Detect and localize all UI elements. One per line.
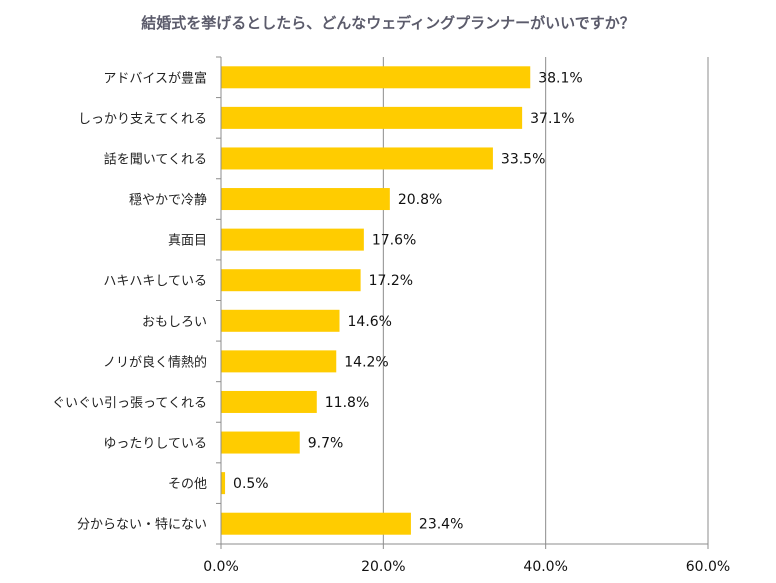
category-label: ぐいぐい引っ張ってくれる <box>52 396 207 411</box>
category-label: 真面目 <box>168 234 207 249</box>
value-label: 37.1% <box>530 111 574 127</box>
value-label: 17.2% <box>369 273 413 289</box>
x-tick-label: 20.0% <box>361 559 405 575</box>
category-label: その他 <box>168 477 207 492</box>
x-tick-label: 0.0% <box>203 559 239 575</box>
value-label: 9.7% <box>308 436 344 452</box>
bars: 38.1% 37.1% 33.5% 20.8% 17.6% 17.2% 14.6% 14.2%… <box>221 66 583 535</box>
axes: アドバイスが豊富しっかり支えてくれる話を聞いてくれる穏やかで冷静真面目ハキハキし… <box>52 56 730 575</box>
x-tick-label: 60.0% <box>686 559 730 575</box>
value-label: 38.1% <box>538 70 582 86</box>
value-label: 14.6% <box>348 314 392 330</box>
bar <box>221 228 364 251</box>
category-label: ノリが良く情熱的 <box>103 354 207 370</box>
value-label: 14.2% <box>344 354 388 370</box>
bar <box>221 431 300 454</box>
x-tick-label: 40.0% <box>523 559 567 575</box>
bar <box>221 472 226 495</box>
bar <box>221 106 523 129</box>
value-label: 11.8% <box>325 395 369 411</box>
bar <box>221 66 531 89</box>
category-label: 話を聞いてくれる <box>104 151 207 167</box>
category-label: ハキハキしている <box>103 274 207 289</box>
bar <box>221 390 317 413</box>
gridlines <box>382 57 709 544</box>
bar <box>221 309 340 332</box>
bar <box>221 269 361 292</box>
category-label: おもしろい <box>142 315 207 330</box>
category-label: しっかり支えてくれる <box>78 112 207 127</box>
category-label: 分からない・特にない <box>77 518 207 533</box>
chart-title: 結婚式を挙げるとしたら、どんなウェディングプランナーがいいですか？ <box>141 14 635 32</box>
category-label: 穏やかで冷静 <box>129 193 207 208</box>
value-label: 0.5% <box>233 476 269 492</box>
value-label: 20.8% <box>398 192 442 208</box>
bar <box>221 147 493 170</box>
bar <box>221 188 390 211</box>
category-label: アドバイスが豊富 <box>103 70 207 86</box>
value-label: 33.5% <box>501 151 545 167</box>
bar <box>221 512 411 535</box>
bar <box>221 350 337 373</box>
category-label: ゆったりしている <box>103 437 207 452</box>
value-label: 23.4% <box>419 517 463 533</box>
value-label: 17.6% <box>372 233 416 249</box>
